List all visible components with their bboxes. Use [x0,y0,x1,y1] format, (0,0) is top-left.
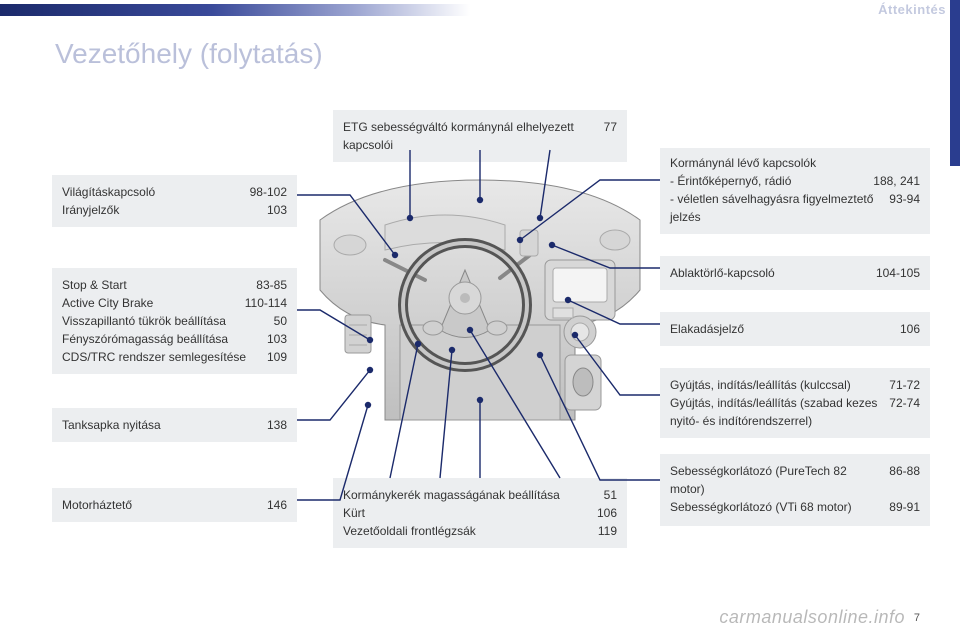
callout-row: Tanksapka nyitása 138 [62,416,287,434]
callout-row: Sebességkorlátozó (VTi 68 motor) 89-91 [670,498,920,516]
callout-row: Gyújtás, indítás/leállítás (kulccsal) 71-… [670,376,920,394]
top-bar: Áttekintés [0,0,960,18]
callout-right4: Gyújtás, indítás/leállítás (kulccsal) 71-… [660,368,930,438]
callout-label: Kormánykerék magasságának beállítása [343,486,594,504]
callout-label: - Érintőképernyő, rádió [670,172,863,190]
section-name: Áttekintés [878,2,946,17]
callout-label: Irányjelzők [62,201,257,219]
callout-page-ref: 119 [598,522,617,540]
callout-page-ref: 71-72 [889,376,920,394]
callout-row: - véletlen sávelhagyásra figyelmeztető j… [670,190,920,226]
callout-page-ref: 89-91 [889,498,920,516]
callout-page-ref: 83-85 [256,276,287,294]
callout-bottom_center: Kormánykerék magasságának beállítása51Kü… [333,478,627,548]
callout-right2: Ablaktörlő-kapcsoló 104-105 [660,256,930,290]
callout-label: Elakadásjelző [670,320,890,338]
callout-page-ref: 103 [267,201,287,219]
callout-top_center: ETG sebességváltó kormánynál elhelyezett… [333,110,627,162]
callout-page-ref: 93-94 [889,190,920,226]
callout-row: Elakadásjelző 106 [670,320,920,338]
callout-page-ref: 106 [597,504,617,522]
callout-page-ref: 98-102 [250,183,287,201]
callout-row: Vezetőoldali frontlégzsák 119 [343,522,617,540]
callout-right3: Elakadásjelző 106 [660,312,930,346]
callout-page-ref: 109 [267,348,287,366]
callout-label: Sebességkorlátozó (PureTech 82 motor) [670,462,879,498]
callout-page-ref: 188, 241 [873,172,920,190]
callout-label: Tanksapka nyitása [62,416,257,434]
callout-row: Gyújtás, indítás/leállítás (szabad kezes… [670,394,920,430]
callout-label: CDS/TRC rendszer semlegesítése [62,348,257,366]
callout-header: Kormánynál lévő kapcsolók [670,156,920,170]
callout-row: Világításkapcsoló 98-102 [62,183,287,201]
manual-page: Áttekintés Vezetőhely (folytatás) [0,0,960,640]
callout-row: Kürt 106 [343,504,617,522]
callout-label: Kürt [343,504,587,522]
callout-page-ref: 86-88 [889,462,920,498]
callout-left4: Motorháztető 146 [52,488,297,522]
callout-row: Kormánykerék magasságának beállítása 51 [343,486,617,504]
callout-row: ETG sebességváltó kormánynál elhelyezett… [343,118,617,154]
callout-page-ref: 104-105 [876,264,920,282]
callout-right5: Sebességkorlátozó (PureTech 82 motor) 86-… [660,454,930,526]
callout-label: Gyújtás, indítás/leállítás (kulccsal) [670,376,879,394]
callout-page-ref: 106 [900,320,920,338]
callout-label: Motorháztető [62,496,257,514]
dashboard-illustration [315,170,645,455]
callout-page-ref: 72-74 [889,394,920,430]
callout-label: ETG sebességváltó kormánynál elhelyezett… [343,118,594,154]
callout-row: Irányjelzők 103 [62,201,287,219]
callout-label: Vezetőoldali frontlégzsák [343,522,588,540]
callout-label: - véletlen sávelhagyásra figyelmeztető j… [670,190,879,226]
callout-right1: Kormánynál lévő kapcsolók - Érintőképerny… [660,148,930,234]
callout-row: Stop & Start 83-85 [62,276,287,294]
header-stripe [0,4,470,16]
callout-label: Stop & Start [62,276,246,294]
page-title: Vezetőhely (folytatás) [55,38,323,70]
callout-label: Ablaktörlő-kapcsoló [670,264,866,282]
callout-row: Sebességkorlátozó (PureTech 82 motor) 86-… [670,462,920,498]
callout-page-ref: 110-114 [245,294,287,312]
callout-page-ref: 77 [604,118,617,154]
callout-row: Visszapillantó tükrök beállítása 50 [62,312,287,330]
callout-label: Világításkapcsoló [62,183,240,201]
callout-page-ref: 51 [604,486,617,504]
callout-page-ref: 146 [267,496,287,514]
callout-label: Sebességkorlátozó (VTi 68 motor) [670,498,879,516]
callout-row: Fényszórómagasság beállítása 103 [62,330,287,348]
callout-row: - Érintőképernyő, rádió 188, 241 [670,172,920,190]
callout-left1: Világításkapcsoló 98-102Irányjelzők 103 [52,175,297,227]
callout-label: Active City Brake [62,294,235,312]
callout-label: Gyújtás, indítás/leállítás (szabad kezes… [670,394,879,430]
side-tab [950,0,960,166]
callout-left2: Stop & Start 83-85 Active City Brake 110-11… [52,268,297,374]
callout-label: Visszapillantó tükrök beállítása [62,312,264,330]
callout-page-ref: 50 [274,312,287,330]
callout-row: Active City Brake 110-114 [62,294,287,312]
callout-label: Fényszórómagasság beállítása [62,330,257,348]
page-number: 7 [914,612,920,624]
watermark: carmanualsonline.info [719,607,905,628]
callout-row: CDS/TRC rendszer semlegesítése 109 [62,348,287,366]
callout-left3: Tanksapka nyitása 138 [52,408,297,442]
callout-page-ref: 103 [267,330,287,348]
callout-row: Ablaktörlő-kapcsoló 104-105 [670,264,920,282]
callout-page-ref: 138 [267,416,287,434]
callout-row: Motorháztető 146 [62,496,287,514]
